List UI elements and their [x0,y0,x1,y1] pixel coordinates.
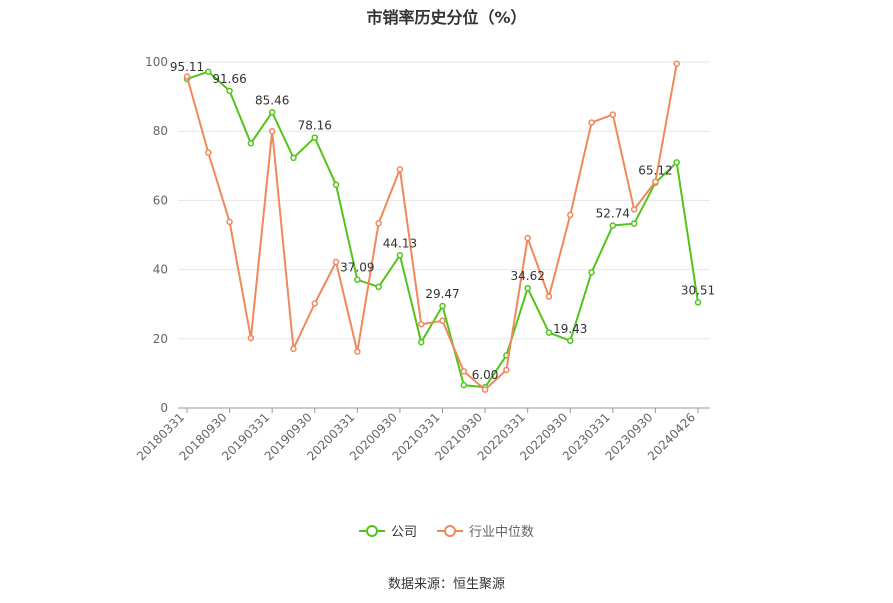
data-point [481,386,489,393]
source-note: 数据来源：恒生聚源 [387,577,505,592]
data-point [524,284,531,292]
data-label: 52.74 [596,207,630,221]
data-point [396,166,404,173]
legend-item[interactable]: 行业中位数 [437,521,534,540]
chart-legend: 公司 行业中位数 [0,521,893,541]
data-label: 95.11 [170,60,204,74]
data-point [545,293,553,300]
data-point [205,68,212,75]
data-point [630,220,638,227]
data-point [609,222,617,229]
data-label: 29.47 [425,287,459,301]
data-point [375,283,382,291]
data-point [588,119,595,126]
data-point [567,337,574,345]
data-point [524,234,531,242]
data-label: 37.09 [340,261,374,275]
data-point [694,299,702,306]
chart-title: 市销率历史分位（%） [366,8,527,27]
data-point [332,181,340,189]
data-point [439,317,446,325]
data-point [311,300,318,307]
legend-label: 行业中位数 [469,525,535,540]
data-point [673,159,680,166]
y-tick-label: 60 [153,193,168,207]
data-point [268,127,276,135]
data-point [652,178,659,185]
data-point [630,206,638,213]
data-label: 6.00 [472,368,499,382]
data-point [205,149,212,156]
legend-label: 公司 [390,525,417,540]
series-line [186,70,699,389]
data-point [183,73,191,80]
data-point [460,381,468,389]
y-tick-label: 40 [153,263,168,277]
data-label: 85.46 [255,93,289,107]
data-label: 34.62 [510,269,544,283]
data-point [290,154,297,162]
data-point [567,211,574,219]
data-point [609,111,617,118]
data-point [417,321,425,328]
data-point [417,339,425,346]
data-point [375,219,382,227]
data-point [268,109,276,116]
data-point [503,366,510,374]
data-point [332,258,340,266]
y-tick-label: 100 [145,55,168,69]
data-point [673,60,680,67]
data-point [588,269,595,276]
data-label: 30.51 [681,283,715,297]
data-point [226,218,233,226]
data-point [460,368,468,375]
data-point [545,329,553,336]
legend-marker-icon [358,524,385,537]
data-label: 44.13 [383,236,417,250]
y-tick-label: 20 [153,332,168,346]
series-line [186,63,678,391]
data-point [396,252,404,259]
data-point [247,140,255,147]
data-point [354,276,361,283]
y-tick-label: 0 [160,401,168,415]
legend-dot [444,524,456,537]
legend-marker-icon [437,524,463,537]
y-tick-label: 80 [153,124,168,138]
data-point [439,302,446,310]
data-label: 91.66 [212,72,246,86]
data-point [311,134,318,141]
data-label: 19.43 [553,322,587,336]
data-point [354,348,361,355]
data-label: 65.12 [638,164,672,178]
data-label: 78.16 [298,119,332,133]
legend-dot [365,524,378,537]
legend-item[interactable]: 公司 [358,521,417,540]
data-point [247,334,255,342]
data-point [290,345,297,353]
data-point [226,87,233,95]
